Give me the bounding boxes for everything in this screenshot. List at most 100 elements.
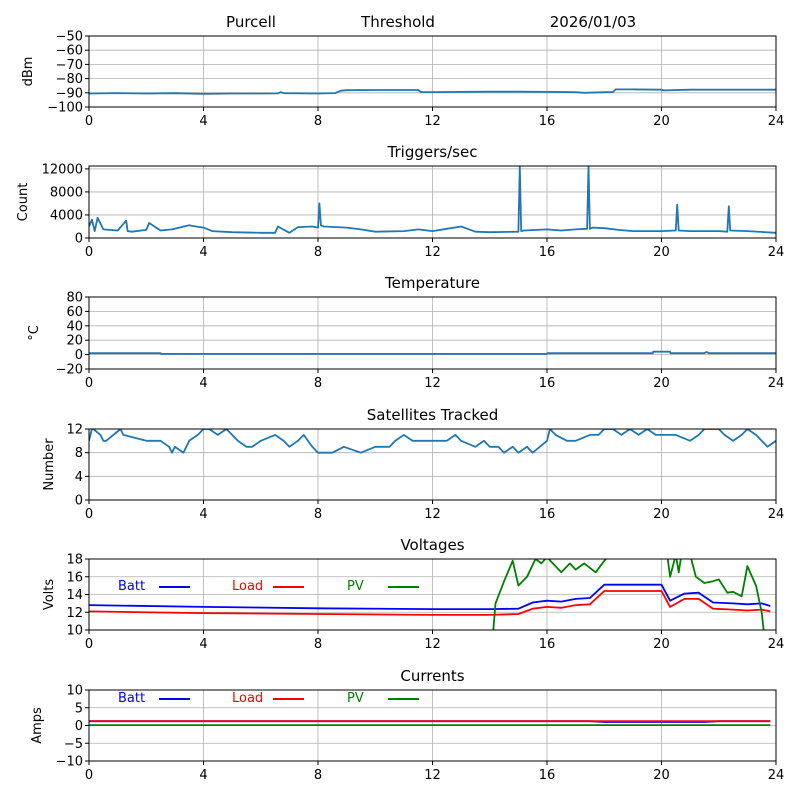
- y-tick-label: −60: [56, 44, 83, 59]
- y-tick-label: 80: [66, 291, 83, 306]
- y-tick-label: 14: [66, 588, 83, 603]
- x-tick-label: 4: [199, 114, 207, 129]
- y-tick-label: 40: [66, 319, 83, 334]
- x-tick-label: 16: [539, 768, 556, 783]
- series-group: [89, 350, 776, 355]
- x-tick-label: 8: [314, 768, 322, 783]
- x-tick-label: 8: [314, 114, 322, 129]
- x-tick-label: 20: [653, 768, 670, 783]
- series-line-number: [89, 429, 776, 454]
- trigger-mode: Threshold: [360, 13, 435, 31]
- y-tick-label: −50: [56, 30, 83, 45]
- y-tick-label: −100: [47, 101, 83, 116]
- y-tick-label: 18: [66, 553, 83, 568]
- y-tick-label: 5: [75, 701, 83, 716]
- series-group: [89, 88, 776, 95]
- series-line--c: [89, 350, 776, 355]
- legend-label-load: Load: [232, 691, 263, 706]
- x-tick-label: 4: [199, 376, 207, 391]
- y-axis-label: Count: [16, 183, 31, 222]
- x-tick-label: 16: [539, 376, 556, 391]
- grid-lines: [88, 35, 777, 108]
- x-tick-label: 16: [539, 637, 556, 652]
- x-tick-label: 12: [424, 637, 441, 652]
- x-tick-label: 24: [768, 637, 785, 652]
- y-tick-label: 0: [75, 494, 83, 509]
- panel-triggers: 0 4 8 12 16 20 24 12000 8000 4000 0 Count Triggers/s…: [16, 143, 784, 260]
- y-tick-label: 4: [75, 470, 83, 485]
- x-tick-label: 8: [314, 376, 322, 391]
- x-tick-label: 16: [539, 507, 556, 522]
- legend-label-batt: Batt: [118, 579, 145, 594]
- x-tick-label: 0: [85, 376, 93, 391]
- series-line-batt: [89, 583, 771, 610]
- y-tick-label: 10: [66, 624, 83, 639]
- y-tick-label: 0: [75, 232, 83, 247]
- x-tick-label: 4: [199, 637, 207, 652]
- x-tick-label: 8: [314, 637, 322, 652]
- x-tick-label: 12: [424, 114, 441, 129]
- panel-title: Satellites Tracked: [367, 406, 498, 424]
- y-tick-label: 8: [75, 446, 83, 461]
- x-tick-label: 8: [314, 507, 322, 522]
- y-axis-label: Number: [42, 438, 57, 491]
- x-tick-label: 20: [653, 507, 670, 522]
- panel-satellites: 0 4 8 12 16 20 24 12 8 4 0 Number Satellites Tracked: [42, 406, 784, 522]
- legend: Batt Load PV: [118, 579, 419, 594]
- y-tick-label: 20: [66, 334, 83, 349]
- y-tick-label: 8000: [50, 185, 83, 200]
- x-tick-label: 20: [653, 245, 670, 260]
- x-tick-label: 0: [85, 245, 93, 260]
- x-tick-label: 0: [85, 637, 93, 652]
- x-tick-label: 24: [768, 376, 785, 391]
- y-tick-label: −80: [56, 72, 83, 87]
- y-axis-label: °C: [27, 325, 42, 341]
- panel-title: Voltages: [400, 536, 464, 554]
- legend-label-pv: PV: [347, 579, 364, 594]
- x-tick-label: 20: [653, 114, 670, 129]
- x-tick-label: 24: [768, 507, 785, 522]
- series-group: [89, 166, 776, 234]
- x-tick-label: 0: [85, 114, 93, 129]
- x-tick-label: 24: [768, 768, 785, 783]
- legend-label-batt: Batt: [118, 691, 145, 706]
- y-axis-label: dBm: [21, 57, 36, 87]
- y-tick-label: −10: [56, 755, 83, 770]
- legend-label-load: Load: [232, 579, 263, 594]
- panel-currents: 0 4 8 12 16 20 24 10 5 0 −5 −10 Amps Currents Batt Load…: [30, 667, 784, 783]
- x-tick-label: 0: [85, 507, 93, 522]
- series-line-pv: [492, 559, 765, 630]
- series-line-dbm: [89, 88, 776, 95]
- x-tick-label: 12: [424, 376, 441, 391]
- y-tick-label: −20: [56, 363, 83, 378]
- series-line-count: [89, 166, 776, 234]
- series-group: [89, 559, 771, 630]
- x-tick-label: 4: [199, 507, 207, 522]
- x-tick-label: 12: [424, 245, 441, 260]
- station-name: Purcell: [226, 13, 276, 31]
- grid-lines: [88, 558, 777, 631]
- y-tick-label: 12000: [42, 162, 83, 177]
- y-tick-label: 12: [66, 606, 83, 621]
- panel-voltages: 0 4 8 12 16 20 24 18 16 14 12 10 Volts Voltages Batt Lo…: [42, 536, 784, 652]
- series-line-load: [89, 590, 771, 616]
- grid-lines: [88, 296, 777, 370]
- x-tick-label: 20: [653, 637, 670, 652]
- x-tick-label: 0: [85, 768, 93, 783]
- y-tick-label: 16: [66, 570, 83, 585]
- y-axis-label: Volts: [42, 579, 57, 611]
- x-tick-label: 16: [539, 245, 556, 260]
- x-tick-label: 12: [424, 507, 441, 522]
- y-tick-label: 12: [66, 423, 83, 438]
- series-group: [89, 720, 771, 726]
- y-axis-label: Amps: [30, 707, 45, 744]
- legend-label-pv: PV: [347, 691, 364, 706]
- y-tick-label: 10: [66, 684, 83, 699]
- y-tick-label: 0: [75, 348, 83, 363]
- x-tick-label: 20: [653, 376, 670, 391]
- x-tick-label: 24: [768, 114, 785, 129]
- panel-title: Temperature: [384, 274, 480, 292]
- legend: Batt Load PV: [118, 691, 419, 706]
- y-tick-label: 0: [75, 719, 83, 734]
